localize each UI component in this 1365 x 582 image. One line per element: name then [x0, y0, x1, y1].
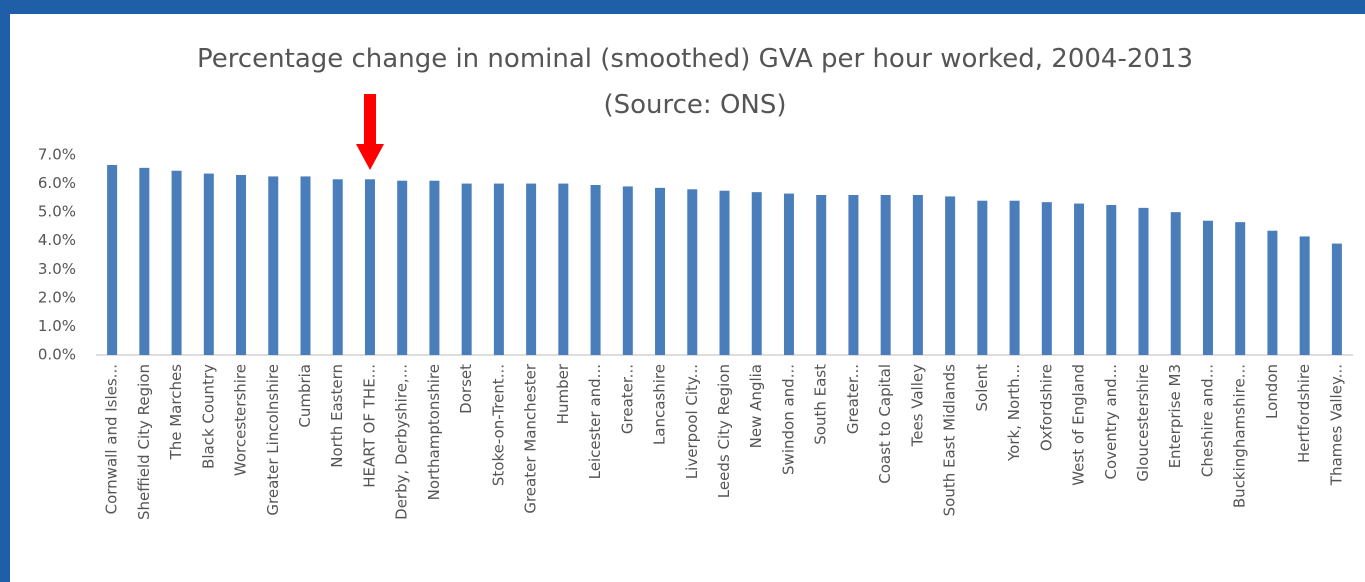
bar [1331, 243, 1342, 355]
bar [622, 186, 633, 355]
x-tick-label: Worcestershire [232, 364, 250, 476]
x-tick-label: Cornwall and Isles... [103, 364, 121, 514]
bar [461, 183, 472, 355]
x-tick-label: Cumbria [296, 364, 314, 428]
x-tick-label: Northamptonshire [425, 364, 443, 500]
x-tick-label: Enterprise M3 [1166, 364, 1184, 468]
chart-title: Percentage change in nominal (smoothed) … [196, 44, 1194, 120]
x-tick-label: Gloucestershire [1134, 364, 1152, 482]
bar [1074, 203, 1085, 355]
bar [139, 167, 150, 355]
x-tick-label: Hertfordshire [1295, 364, 1313, 463]
bar [816, 195, 827, 355]
bar [655, 187, 666, 355]
x-tick-label: South East [812, 364, 830, 445]
bar [1138, 207, 1149, 355]
arrow [356, 94, 384, 170]
bar [687, 189, 698, 355]
bar [1106, 205, 1117, 355]
y-tick-label: 3.0% [38, 260, 76, 278]
x-tick-label: Greater Lincolnshire [264, 364, 282, 516]
x-tick-label: Thames Valley... [1327, 364, 1345, 486]
bar [751, 192, 762, 355]
x-tick-label: The Marches [167, 364, 185, 461]
bar [268, 176, 279, 355]
x-tick-label: Lancashire [651, 364, 669, 445]
bar [429, 180, 440, 355]
x-tick-label: Buckinghamshire... [1231, 364, 1249, 508]
x-tick-label: West of England [1070, 364, 1088, 486]
x-tick-label: Black Country [199, 364, 217, 469]
x-tick-label: Greater... [844, 364, 862, 434]
bar [171, 170, 182, 355]
bar [397, 180, 408, 355]
x-tick-label: York, North... [1005, 364, 1023, 462]
x-tick-label: Tees Valley [908, 364, 926, 448]
bar [558, 183, 569, 355]
x-tick-label: Solent [973, 364, 991, 412]
bar [364, 179, 375, 355]
bar [977, 200, 988, 355]
bar [1267, 230, 1278, 355]
bar [945, 196, 956, 355]
x-tick-label: Humber [554, 363, 572, 424]
bar [1235, 222, 1246, 355]
bar [1202, 220, 1213, 355]
bar [1041, 202, 1052, 355]
bar [590, 185, 601, 355]
x-tick-label: Oxfordshire [1037, 364, 1055, 451]
x-tick-label: Greater Manchester [522, 363, 540, 513]
bar [783, 193, 794, 355]
bar [107, 165, 118, 355]
x-tick-label: Dorset [457, 364, 475, 414]
bar [526, 183, 537, 355]
x-tick-label: Coast to Capital [876, 364, 894, 484]
bar [493, 183, 504, 355]
x-tick-label: Coventry and... [1102, 364, 1120, 479]
y-tick-label: 1.0% [38, 317, 76, 335]
y-tick-label: 0.0% [38, 346, 76, 364]
bar [1299, 236, 1310, 355]
x-tick-label: South East Midlands [941, 364, 959, 517]
bar [1009, 200, 1020, 355]
x-tick-label: Stoke-on-Trent... [489, 364, 507, 486]
x-tick-label: North Eastern [328, 364, 346, 468]
y-tick-label: 6.0% [38, 174, 76, 192]
x-tick-label: Cheshire and... [1198, 364, 1216, 477]
y-tick-label: 5.0% [38, 203, 76, 221]
x-tick-label: London [1263, 364, 1281, 419]
bar [880, 195, 891, 355]
bar [236, 175, 247, 355]
x-tick-label: Sheffield City Region [135, 364, 153, 520]
bar [300, 176, 311, 355]
bar [848, 195, 859, 355]
x-tick-label: New Anglia [747, 364, 765, 448]
y-tick-label: 7.0% [38, 146, 76, 164]
x-tick-label: Liverpool City... [683, 364, 701, 479]
x-tick-label: Leicester and... [586, 364, 604, 479]
bar [912, 195, 923, 355]
bar [719, 190, 730, 355]
x-tick-label: Swindon and... [779, 364, 797, 475]
x-tick-label: HEART OF THE... [360, 364, 378, 488]
bar [332, 179, 343, 355]
x-tick-label: Greater... [618, 364, 636, 434]
bar [203, 173, 214, 355]
y-tick-label: 4.0% [38, 231, 76, 249]
bar [1170, 212, 1181, 355]
x-tick-label: Leeds City Region [715, 364, 733, 498]
y-tick-label: 2.0% [38, 288, 76, 306]
x-tick-label: Derby, Derbyshire,... [393, 364, 411, 520]
